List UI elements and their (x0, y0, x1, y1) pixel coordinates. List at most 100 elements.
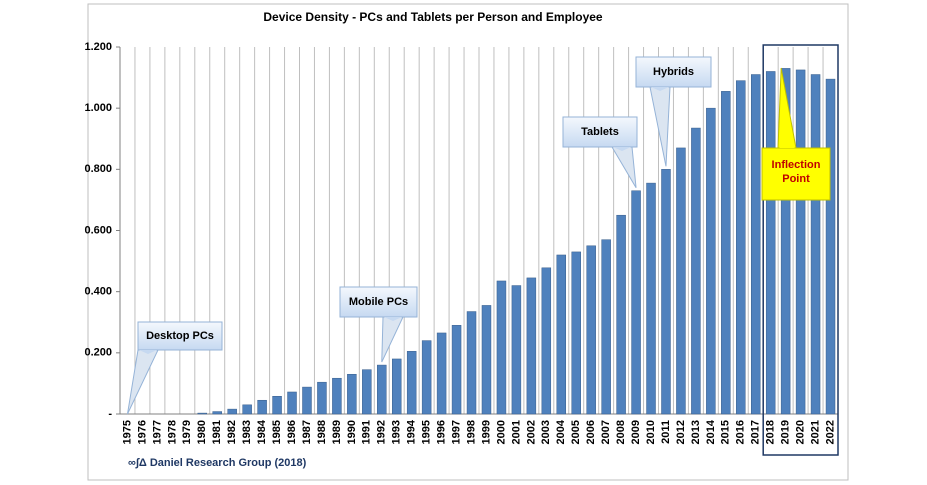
x-tick-label: 1994 (406, 419, 418, 444)
bar (197, 412, 208, 415)
x-tick-label: 2013 (690, 420, 702, 444)
annotation: Tablets (581, 126, 619, 138)
bar (511, 285, 522, 415)
bar (556, 254, 567, 415)
annotation: Inflection Point (772, 159, 821, 185)
bar (571, 251, 581, 415)
x-tick-label: 1998 (465, 420, 477, 444)
x-tick-label: 1992 (376, 420, 388, 444)
bar (616, 214, 626, 415)
annotation: Hybrids (653, 66, 694, 78)
x-tick-label: 2016 (735, 420, 747, 444)
x-tick-label: 1981 (211, 420, 223, 444)
x-tick-label: 2004 (555, 419, 567, 444)
bar (242, 404, 252, 415)
x-tick-label: 2012 (675, 420, 687, 444)
bar (691, 127, 701, 415)
x-tick-label: 2003 (540, 420, 552, 444)
bar (227, 408, 237, 415)
bar (780, 68, 791, 415)
x-tick-label: 1976 (136, 420, 148, 444)
bar (721, 91, 731, 415)
bar (287, 391, 297, 415)
x-tick-label: 1984 (256, 419, 268, 444)
bar (810, 74, 821, 415)
y-tick-label: - (108, 408, 112, 420)
bar (736, 80, 746, 415)
x-tick-label: 2011 (660, 420, 672, 444)
annotation: Mobile PCs (349, 296, 408, 308)
x-tick-label: 1995 (421, 420, 433, 444)
x-tick-label: 1980 (196, 420, 208, 444)
bar (646, 182, 656, 415)
annotation: Desktop PCs (146, 330, 214, 342)
y-tick-label: 0.600 (84, 224, 112, 236)
y-tick-label: 0.200 (84, 347, 112, 359)
chart-title: Device Density - PCs and Tablets per Per… (263, 10, 603, 24)
bar (436, 332, 447, 415)
x-tick-label: 2001 (510, 420, 522, 444)
callout-pointer-join (779, 144, 795, 148)
bar (825, 78, 836, 415)
callout-box (761, 147, 831, 201)
x-tick-label: 1985 (271, 420, 283, 444)
bar (377, 364, 387, 415)
x-tick-label: 2009 (630, 420, 642, 444)
x-tick-label: 1990 (346, 420, 358, 444)
x-tick-label: 2006 (585, 420, 597, 444)
bar (347, 373, 357, 415)
x-tick-label: 1993 (391, 420, 403, 444)
bar (706, 107, 716, 415)
x-tick-label: 2005 (570, 420, 582, 444)
x-tick-label: 1982 (226, 420, 238, 444)
bar (496, 280, 507, 415)
bar (272, 396, 282, 415)
y-tick-label: 0.400 (84, 286, 112, 298)
bar (661, 169, 671, 415)
x-tick-label: 1987 (301, 420, 313, 444)
callout-pointer-join (613, 147, 631, 151)
y-tick-label: 1.000 (84, 102, 112, 114)
bar (526, 277, 537, 415)
callout-box (562, 116, 638, 148)
x-tick-label: 1979 (181, 420, 193, 444)
x-tick-label: 1989 (331, 420, 343, 444)
x-tick-label: 2022 (824, 420, 836, 444)
bar (466, 311, 477, 415)
bar (765, 71, 776, 415)
x-tick-label: 1996 (436, 420, 448, 444)
bar (302, 386, 312, 415)
bar (212, 411, 222, 415)
bar (421, 340, 432, 415)
bar (391, 358, 402, 415)
bar (481, 305, 492, 415)
highlight-box (762, 44, 839, 456)
x-tick-label: 1999 (480, 420, 492, 444)
callout-box (339, 286, 418, 318)
x-tick-label: 2010 (645, 420, 657, 444)
source-note: ∞∫Δ Daniel Research Group (2018) (128, 457, 307, 469)
x-tick-label: 2002 (525, 420, 537, 444)
bar (451, 325, 462, 415)
callout-pointer-join (139, 350, 157, 354)
x-tick-label: 2008 (615, 420, 627, 444)
x-tick-label: 1986 (286, 420, 298, 444)
x-tick-label: 2015 (720, 420, 732, 444)
x-tick-label: 1975 (121, 420, 133, 444)
x-tick-label: 2007 (600, 420, 612, 444)
x-tick-label: 1991 (361, 420, 373, 444)
bar (332, 377, 342, 415)
y-tick-label: 0.800 (84, 163, 112, 175)
callout-box (137, 321, 223, 351)
x-tick-label: 2017 (750, 420, 762, 444)
callout-pointer-join (384, 317, 402, 321)
x-tick-label: 1988 (316, 420, 328, 444)
bar (586, 245, 596, 415)
x-tick-label: 2019 (780, 420, 792, 444)
y-tick-label: 1.200 (84, 41, 112, 53)
x-tick-label: 2000 (495, 420, 507, 444)
bar (362, 369, 372, 415)
bar (795, 69, 806, 415)
x-tick-label: 1977 (151, 420, 163, 444)
